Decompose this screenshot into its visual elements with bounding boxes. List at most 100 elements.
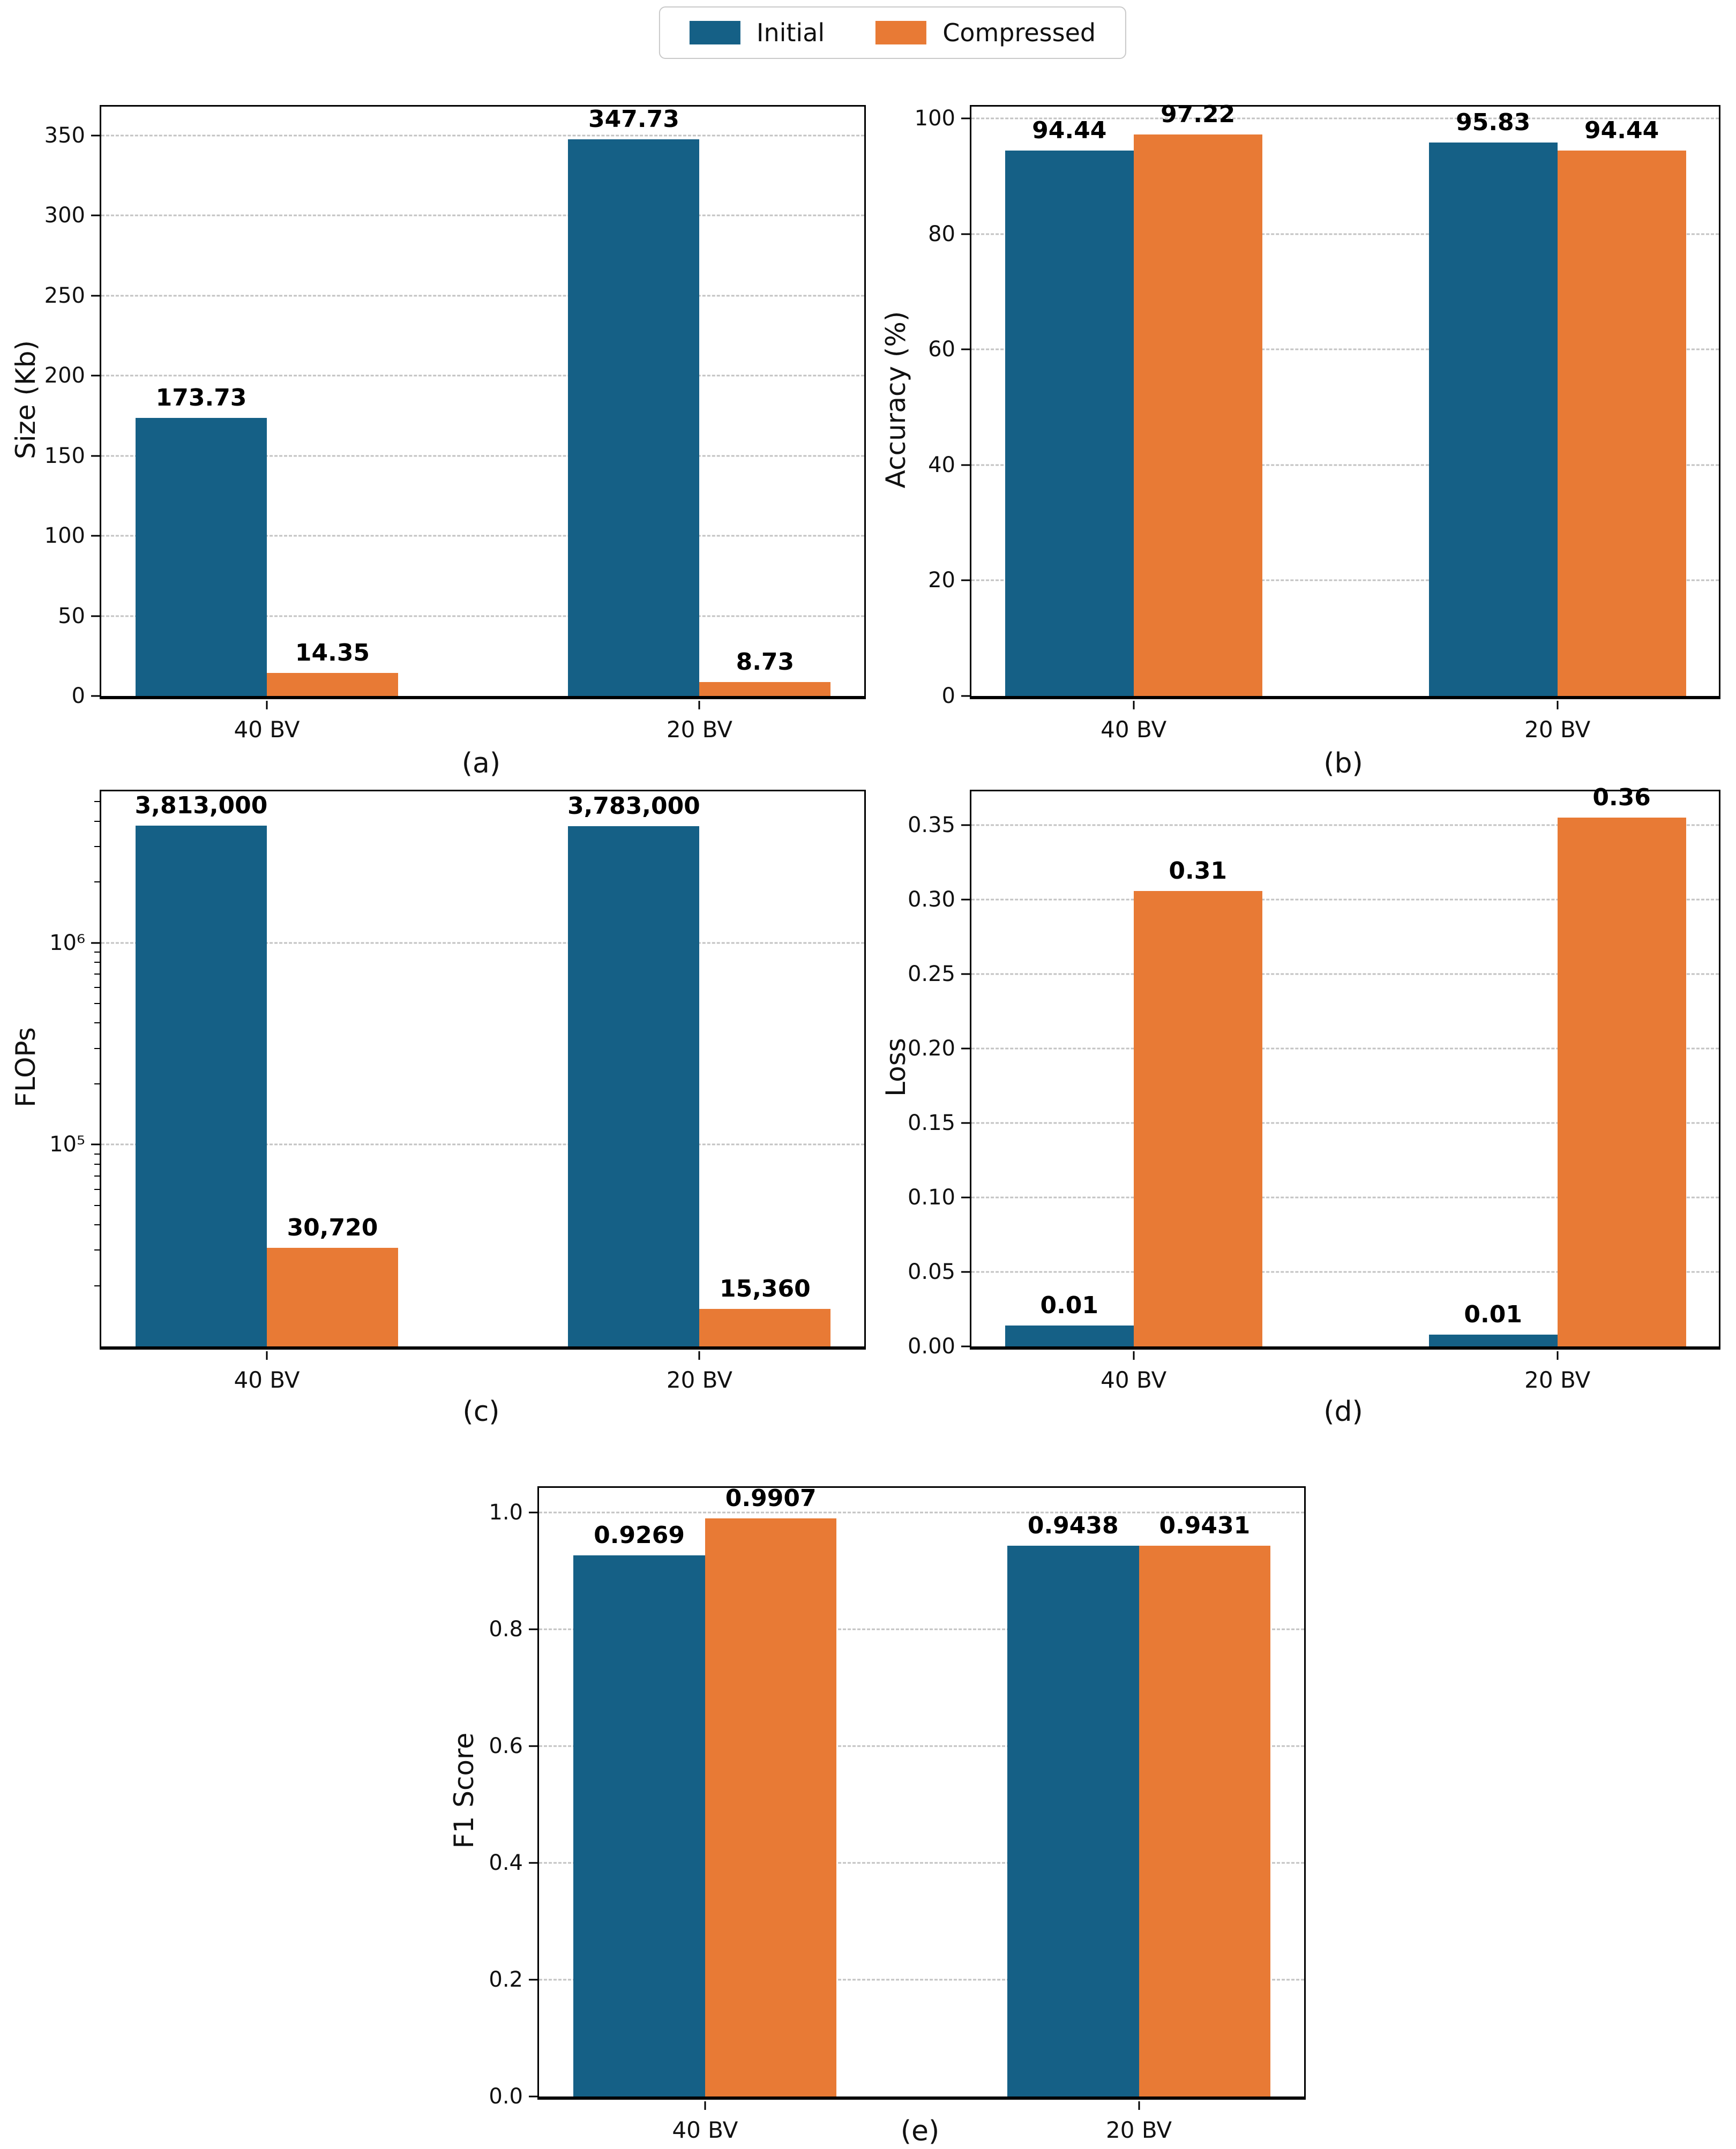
bar-value-label: 94.44 bbox=[1584, 117, 1659, 145]
y-tick-mark bbox=[961, 1345, 970, 1347]
y-gridline bbox=[971, 1047, 1719, 1050]
bar-compressed-40bv bbox=[705, 1518, 837, 2096]
y-tick-label: 0.15 bbox=[907, 1111, 955, 1136]
y-axis-label: FLOPs bbox=[10, 1027, 41, 1107]
y-minor-tick-mark bbox=[94, 1022, 100, 1024]
y-tick-label: 100 bbox=[44, 523, 85, 549]
bar-initial-40bv bbox=[1005, 151, 1134, 696]
y-gridline bbox=[971, 464, 1719, 466]
y-tick-mark bbox=[529, 1628, 537, 1630]
bar-value-label: 0.36 bbox=[1592, 784, 1651, 812]
y-axis-label: Loss bbox=[880, 1038, 911, 1097]
y-tick-mark bbox=[91, 535, 100, 537]
y-minor-tick-mark bbox=[94, 1153, 100, 1155]
y-axis-label: F1 Score bbox=[448, 1732, 480, 1849]
y-tick-mark bbox=[961, 1122, 970, 1124]
y-tick-mark bbox=[91, 942, 100, 944]
y-tick-mark bbox=[91, 134, 100, 137]
y-gridline bbox=[101, 375, 864, 377]
y-tick-label: 300 bbox=[44, 203, 85, 228]
y-tick-label: 1.0 bbox=[489, 1500, 523, 1525]
bar-value-label: 8.73 bbox=[736, 648, 795, 676]
y-tick-label: 200 bbox=[44, 363, 85, 388]
y-tick-mark bbox=[961, 973, 970, 975]
subplot-caption: (b) bbox=[1323, 747, 1363, 780]
y-gridline bbox=[971, 1122, 1719, 1124]
plot-area-a: 0 50 100 150 200 250 300 350 173.73 347.73 14.35 8.… bbox=[44, 105, 866, 743]
x-tick-mark bbox=[1557, 1351, 1559, 1360]
x-tick-mark bbox=[1138, 2101, 1140, 2110]
bar-value-label: 173.73 bbox=[155, 384, 247, 411]
bar-initial-20bv bbox=[1428, 143, 1558, 696]
x-tick-mark bbox=[704, 2101, 706, 2110]
y-minor-tick-mark bbox=[94, 1163, 100, 1165]
bar-value-label: 3,783,000 bbox=[567, 792, 700, 820]
subplot-caption: (d) bbox=[1323, 1396, 1363, 1428]
y-tick-mark bbox=[529, 1511, 537, 1514]
bar-value-label: 347.73 bbox=[588, 105, 679, 133]
x-tick-label: 20 BV bbox=[1106, 2117, 1172, 2143]
y-minor-tick-mark bbox=[94, 987, 100, 989]
y-tick-label: 0.05 bbox=[907, 1260, 955, 1285]
plot-area-b: 0 20 40 60 80 100 94.44 95.83 97.22 94.44 40 BV 20 … bbox=[915, 101, 1720, 743]
x-tick-mark bbox=[1133, 1351, 1135, 1360]
y-tick-label: 20 bbox=[928, 568, 955, 593]
y-minor-tick-mark bbox=[94, 1175, 100, 1177]
y-tick-mark bbox=[529, 1745, 537, 1747]
bar-value-label: 14.35 bbox=[295, 639, 370, 667]
y-tick-mark bbox=[961, 348, 970, 350]
bar-value-label: 3,813,000 bbox=[134, 791, 268, 819]
y-gridline bbox=[971, 1271, 1719, 1273]
legend: Initial Compressed bbox=[659, 6, 1127, 59]
y-minor-tick-mark bbox=[94, 1188, 100, 1190]
y-gridline bbox=[101, 615, 864, 617]
y-tick-mark bbox=[961, 464, 970, 466]
x-tick-label: 20 BV bbox=[666, 716, 732, 743]
y-minor-tick-mark bbox=[94, 820, 100, 822]
y-tick-mark bbox=[961, 117, 970, 119]
bar-initial-20bv bbox=[1428, 1334, 1558, 1346]
y-minor-tick-mark bbox=[94, 1285, 100, 1286]
y-minor-tick-mark bbox=[94, 845, 100, 847]
y-tick-label: 10⁶ bbox=[49, 930, 85, 955]
plot-area-e: 0.0 0.2 0.4 0.6 0.8 1.0 0.9269 0.9438 0.9907 0.94… bbox=[489, 1484, 1306, 2143]
y-tick-label: 0.4 bbox=[489, 1851, 523, 1876]
y-gridline bbox=[971, 973, 1719, 975]
bar-value-label: 30,720 bbox=[287, 1214, 378, 1242]
y-gridline bbox=[101, 134, 864, 137]
subplot-caption: (a) bbox=[461, 747, 501, 780]
y-tick-mark bbox=[91, 214, 100, 216]
y-tick-label: 250 bbox=[44, 283, 85, 308]
y-tick-label: 0 bbox=[941, 684, 955, 708]
y-gridline bbox=[539, 1511, 1304, 1514]
y-gridline bbox=[971, 233, 1719, 235]
bar-value-label: 0.01 bbox=[1464, 1300, 1522, 1328]
bar-initial-20bv bbox=[568, 139, 700, 696]
bar-compressed-20bv bbox=[1557, 818, 1686, 1346]
y-gridline bbox=[101, 214, 864, 216]
y-tick-label: 0.30 bbox=[907, 887, 955, 912]
bar-value-label: 0.9907 bbox=[725, 1484, 817, 1512]
y-gridline bbox=[971, 117, 1719, 119]
y-gridline bbox=[539, 1745, 1304, 1747]
y-tick-mark bbox=[961, 1271, 970, 1273]
y-gridline bbox=[971, 579, 1719, 581]
y-tick-label: 0.25 bbox=[907, 962, 955, 987]
x-tick-label: 40 BV bbox=[234, 1367, 300, 1393]
bar-compressed-40bv bbox=[267, 673, 398, 696]
legend-item-initial: Initial bbox=[689, 18, 825, 47]
y-tick-mark bbox=[91, 375, 100, 377]
y-minor-tick-mark bbox=[94, 1047, 100, 1049]
y-tick-mark bbox=[961, 579, 970, 581]
bar-value-label: 95.83 bbox=[1456, 109, 1531, 137]
y-tick-mark bbox=[961, 1047, 970, 1050]
y-tick-label: 0.8 bbox=[489, 1617, 523, 1642]
bar-compressed-20bv bbox=[1139, 1546, 1271, 2096]
legend-label: Initial bbox=[756, 18, 825, 47]
bar-value-label: 97.22 bbox=[1161, 101, 1236, 129]
y-minor-tick-mark bbox=[94, 1002, 100, 1004]
y-tick-label: 50 bbox=[58, 603, 85, 628]
x-tick-mark bbox=[698, 701, 700, 709]
y-tick-mark bbox=[529, 1862, 537, 1864]
